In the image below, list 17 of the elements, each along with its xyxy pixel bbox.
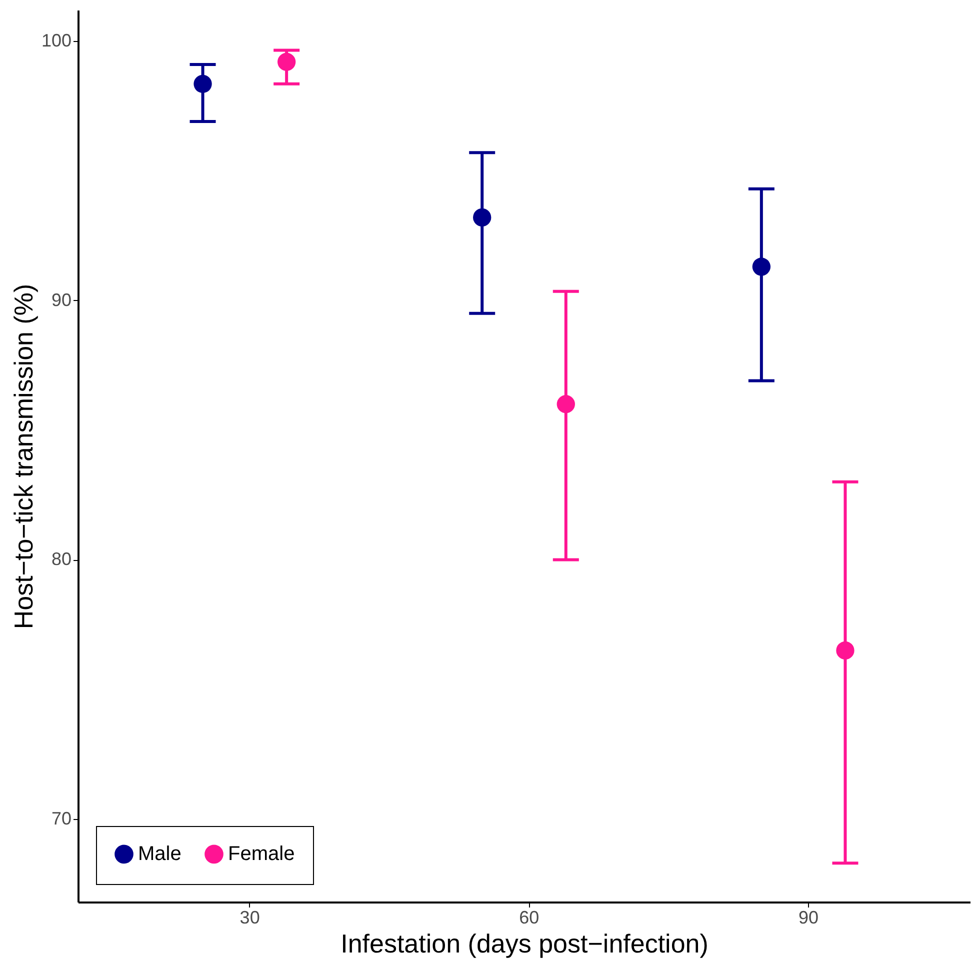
x-tick-label: 60 <box>519 908 540 928</box>
point <box>556 395 575 414</box>
point <box>473 208 492 227</box>
point <box>836 641 854 660</box>
legend-label: Female <box>228 843 295 866</box>
legend-label: Male <box>138 843 182 866</box>
y-tick-label: 90 <box>51 290 72 310</box>
point <box>194 74 212 93</box>
y-tick-label: 80 <box>51 549 72 570</box>
point <box>277 52 296 71</box>
x-tick-label: 90 <box>798 908 819 928</box>
y-tick-label: 70 <box>51 808 72 829</box>
y-tick-label: 100 <box>41 30 72 51</box>
y-axis-title: Host−to−tick transmission (%) <box>8 284 38 630</box>
point <box>752 258 771 276</box>
x-tick-label: 30 <box>240 908 260 928</box>
x-axis-title: Infestation (days post−infection) <box>340 928 708 958</box>
